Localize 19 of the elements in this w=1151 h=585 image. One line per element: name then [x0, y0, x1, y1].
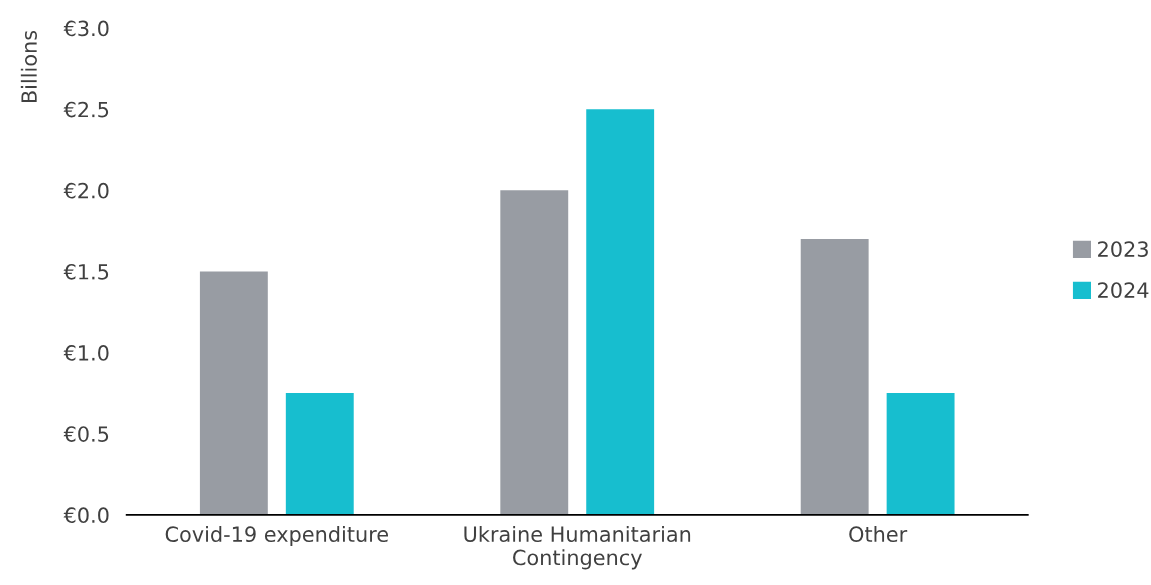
- y-tick-label: €3.0: [63, 20, 109, 37]
- y-tick-label: €0.0: [63, 507, 109, 524]
- bar: [285, 393, 354, 515]
- bar: [500, 190, 569, 515]
- bar: [586, 109, 655, 515]
- y-tick-label: €1.5: [63, 263, 109, 280]
- x-tick-label: Other: [849, 525, 908, 543]
- bar: [800, 238, 869, 515]
- y-tick-label: €0.5: [63, 426, 109, 442]
- y-tick-label: €2.0: [63, 182, 109, 199]
- x-tick-label: Covid-19 expenditure: [165, 525, 389, 547]
- legend-label: 2023: [1098, 241, 1148, 257]
- y-axis-title: Billions: [20, 30, 37, 103]
- x-tick-label: Ukraine Humanitarian Contingency: [464, 525, 691, 570]
- legend-label: 2024: [1098, 282, 1149, 298]
- bar: [199, 271, 268, 515]
- y-tick-label: €1.0: [63, 345, 109, 361]
- bar: [886, 393, 955, 515]
- y-tick-label: €2.5: [63, 101, 109, 118]
